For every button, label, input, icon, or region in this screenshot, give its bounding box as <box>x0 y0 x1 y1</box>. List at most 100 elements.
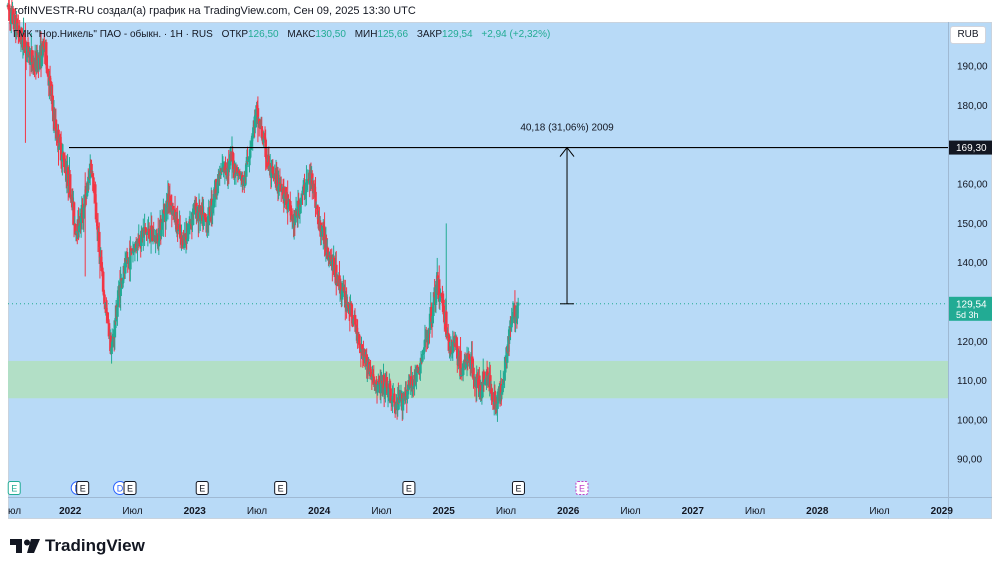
candle-body <box>390 400 394 403</box>
candle-body <box>87 176 91 184</box>
candle-body <box>353 314 357 325</box>
earnings-event-icon[interactable]: E <box>511 481 525 495</box>
candle-body <box>186 233 190 239</box>
time-tick-label: Июл <box>745 506 765 517</box>
candle-body <box>419 363 422 374</box>
candle-body <box>37 54 41 70</box>
candle-body <box>116 306 119 317</box>
candle-body <box>187 228 190 234</box>
earnings-event-icon[interactable]: E <box>274 481 288 495</box>
candle-body <box>304 189 308 193</box>
time-axis: юл 2022 Июл 2023 Июл 2024 Июл 2025 Июл 2026 Июл 202… <box>8 506 953 517</box>
time-tick-label: 2025 <box>433 506 456 517</box>
candle-body <box>496 391 500 404</box>
candle-body <box>206 222 209 233</box>
candle-body <box>17 29 20 33</box>
candle-body <box>110 347 113 354</box>
high-value: 130,50 <box>315 29 346 40</box>
candle-body <box>263 137 267 140</box>
candle-body <box>160 218 164 230</box>
candle-body <box>235 167 239 173</box>
candle-body <box>178 224 182 237</box>
candle-body <box>421 353 425 355</box>
candle-body <box>215 193 219 195</box>
candle-body <box>455 337 458 348</box>
candle-body <box>288 200 291 202</box>
candle-body <box>147 228 151 238</box>
earnings-event-icon[interactable]: E <box>402 481 416 495</box>
candle-body <box>456 347 459 359</box>
price-tick-label: 160,00 <box>957 180 988 191</box>
candle-body <box>503 372 506 381</box>
candle-body <box>480 390 484 399</box>
tradingview-logo[interactable]: TradingView <box>10 536 145 556</box>
candle-body <box>426 337 430 340</box>
candle-body <box>220 169 224 172</box>
candle-body <box>119 278 122 297</box>
candle-body <box>183 233 187 246</box>
candle-body <box>219 169 223 176</box>
candle-body <box>339 282 343 289</box>
candle-body <box>422 347 426 351</box>
candle-body <box>450 352 454 355</box>
earnings-event-icon[interactable]: E <box>123 481 137 495</box>
candle-body <box>347 303 350 309</box>
currency-button[interactable]: RUB <box>950 26 986 44</box>
candle-body <box>48 77 52 82</box>
candle-body <box>509 324 513 328</box>
candle-body <box>9 8 13 25</box>
candle-body <box>413 379 416 387</box>
candle-body <box>35 52 39 68</box>
candle-body <box>334 264 338 286</box>
candle-body <box>389 388 392 400</box>
candle-body <box>251 133 255 139</box>
candle-body <box>102 291 106 295</box>
candle-body <box>50 94 54 96</box>
candle-body <box>516 302 520 306</box>
candle-body <box>101 271 105 292</box>
candle-body <box>472 367 475 380</box>
candle-body <box>503 356 507 373</box>
candle-body <box>254 115 257 128</box>
candle-body <box>63 167 67 172</box>
candle-body <box>51 95 54 110</box>
candle-body <box>7 9 11 11</box>
candle-body <box>434 286 438 305</box>
time-tick-label: Июл <box>869 506 889 517</box>
time-tick-label: юл <box>8 506 21 517</box>
candle-body <box>83 206 86 208</box>
earnings-event-icon[interactable]: E <box>76 481 90 495</box>
candle-body <box>475 374 479 388</box>
events-layer: EDEDEEEEEE <box>7 481 589 495</box>
candle-body <box>314 191 317 208</box>
candle-body <box>396 397 400 411</box>
candle-body <box>470 356 474 374</box>
candle-body <box>150 225 154 230</box>
candle-body <box>98 247 102 264</box>
candle-body <box>202 214 205 226</box>
candle-body <box>319 222 323 237</box>
candle-body <box>442 305 446 315</box>
candle-body <box>121 278 125 281</box>
countdown-label: 5d 3h <box>956 310 979 320</box>
candle-body <box>281 188 285 196</box>
candle-body <box>441 303 445 306</box>
price-tick-label: 110,00 <box>957 376 987 387</box>
earnings-event-icon[interactable]: E <box>575 481 589 495</box>
candle-body <box>77 225 81 233</box>
time-tick-label: Июл <box>247 506 267 517</box>
earnings-event-icon[interactable]: E <box>7 481 21 495</box>
candle-body <box>350 304 354 317</box>
candle-body <box>260 126 264 137</box>
time-tick-label: Июл <box>122 506 142 517</box>
candle-body <box>131 250 135 254</box>
chart-frame[interactable] <box>8 22 992 519</box>
candle-body <box>288 201 292 211</box>
open-label: ОТКР <box>221 29 248 40</box>
candle-body <box>44 42 48 66</box>
candle-body <box>305 182 308 190</box>
candle-body <box>379 381 383 394</box>
candle-body <box>7 4 10 10</box>
earnings-event-icon[interactable]: E <box>195 481 209 495</box>
